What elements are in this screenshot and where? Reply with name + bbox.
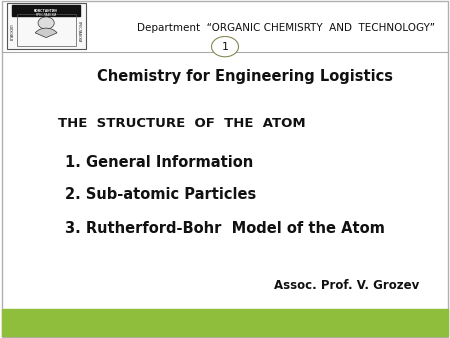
Text: ПРЕСЛАВСКИ: ПРЕСЛАВСКИ [77,21,81,42]
FancyBboxPatch shape [7,3,86,49]
Circle shape [38,17,54,29]
Circle shape [212,37,239,57]
Wedge shape [35,28,57,38]
Text: 3. Rutherford-Bohr  Model of the Atom: 3. Rutherford-Bohr Model of the Atom [65,221,385,236]
Text: Assoc. Prof. V. Grozev: Assoc. Prof. V. Grozev [274,279,419,292]
Text: ПРЕСЛАВСКИ: ПРЕСЛАВСКИ [36,13,57,17]
Text: 1: 1 [221,42,229,52]
Text: 2. Sub-atomic Particles: 2. Sub-atomic Particles [65,187,256,202]
Text: КОНСТАНТИН: КОНСТАНТИН [34,9,58,13]
Text: ЕПИСКОП: ЕПИСКОП [11,23,15,40]
Text: Chemistry for Engineering Logistics: Chemistry for Engineering Logistics [97,69,393,83]
Bar [12,5,80,16]
Text: 1. General Information: 1. General Information [65,155,253,170]
Text: Department  “ORGANIC CHEMISRTY  AND  TECHNOLOGY”: Department “ORGANIC CHEMISRTY AND TECHNO… [137,23,435,33]
Bar [2,309,448,336]
Text: THE  STRUCTURE  OF  THE  ATOM: THE STRUCTURE OF THE ATOM [58,117,306,130]
